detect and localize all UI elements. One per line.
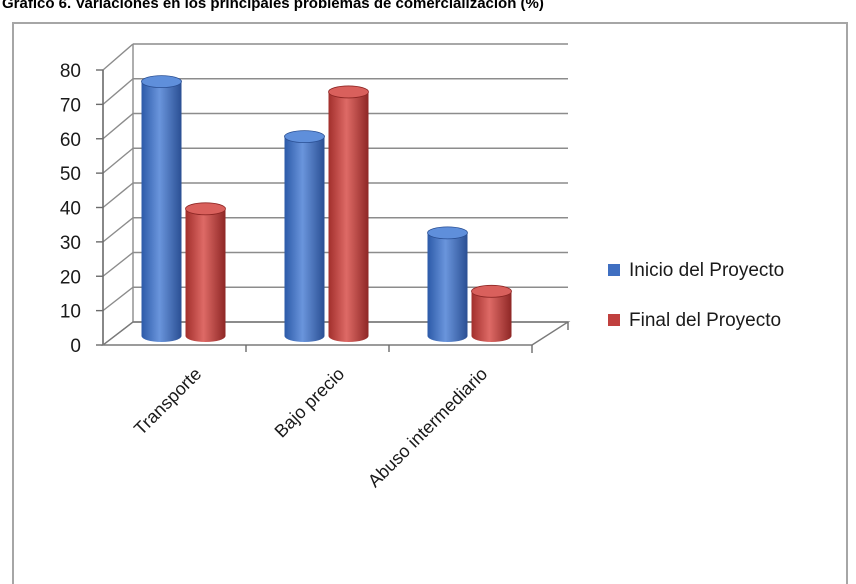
bar-final-1 [328, 85, 369, 342]
gridline-side [102, 217, 134, 243]
bar-inicio-2 [427, 226, 468, 342]
y-tick-label: 30 [60, 233, 81, 254]
legend-label: Inicio del Proyecto [629, 260, 784, 281]
bar-top [427, 226, 468, 240]
y-tick-label: 10 [60, 302, 81, 323]
bar-top [141, 75, 182, 89]
bar-inicio-1 [284, 130, 325, 342]
bar-top [284, 130, 325, 144]
y-tick-label: 40 [60, 199, 81, 220]
bar-body [185, 208, 226, 342]
y-tick-label: 80 [60, 61, 81, 82]
bar-final-0 [185, 202, 226, 342]
chart-title: Gráfico 6. Variaciones en los principale… [2, 0, 544, 12]
gridline-side [102, 251, 134, 277]
category-label: Bajo precio [271, 364, 349, 442]
gridline-side [102, 43, 134, 71]
bar-body [471, 291, 512, 342]
y-tick-label: 50 [60, 164, 81, 185]
bar-inicio-0 [141, 75, 182, 342]
y-tick-label: 60 [60, 130, 81, 151]
gridline-side [102, 182, 134, 209]
gridline-side [102, 78, 134, 105]
bar-top [471, 284, 512, 298]
bar-body [284, 136, 325, 342]
gridline-side [102, 112, 134, 140]
legend-swatch [608, 264, 620, 276]
gridline-side [102, 286, 134, 312]
category-label: Transporte [130, 364, 205, 439]
legend-label: Final del Proyecto [629, 310, 781, 331]
bar-top [328, 85, 369, 99]
y-tick-label: 20 [60, 267, 81, 288]
y-tick-label: 70 [60, 95, 81, 116]
y-tick-label: 0 [70, 336, 81, 357]
bar-final-2 [471, 284, 512, 342]
bar-top [185, 202, 226, 216]
bar-body [427, 232, 468, 342]
bar-body [328, 91, 369, 342]
legend-swatch [608, 314, 620, 326]
bar-body [141, 81, 182, 342]
gridline-side [102, 147, 134, 174]
category-label: Abuso intermediario [364, 364, 491, 491]
